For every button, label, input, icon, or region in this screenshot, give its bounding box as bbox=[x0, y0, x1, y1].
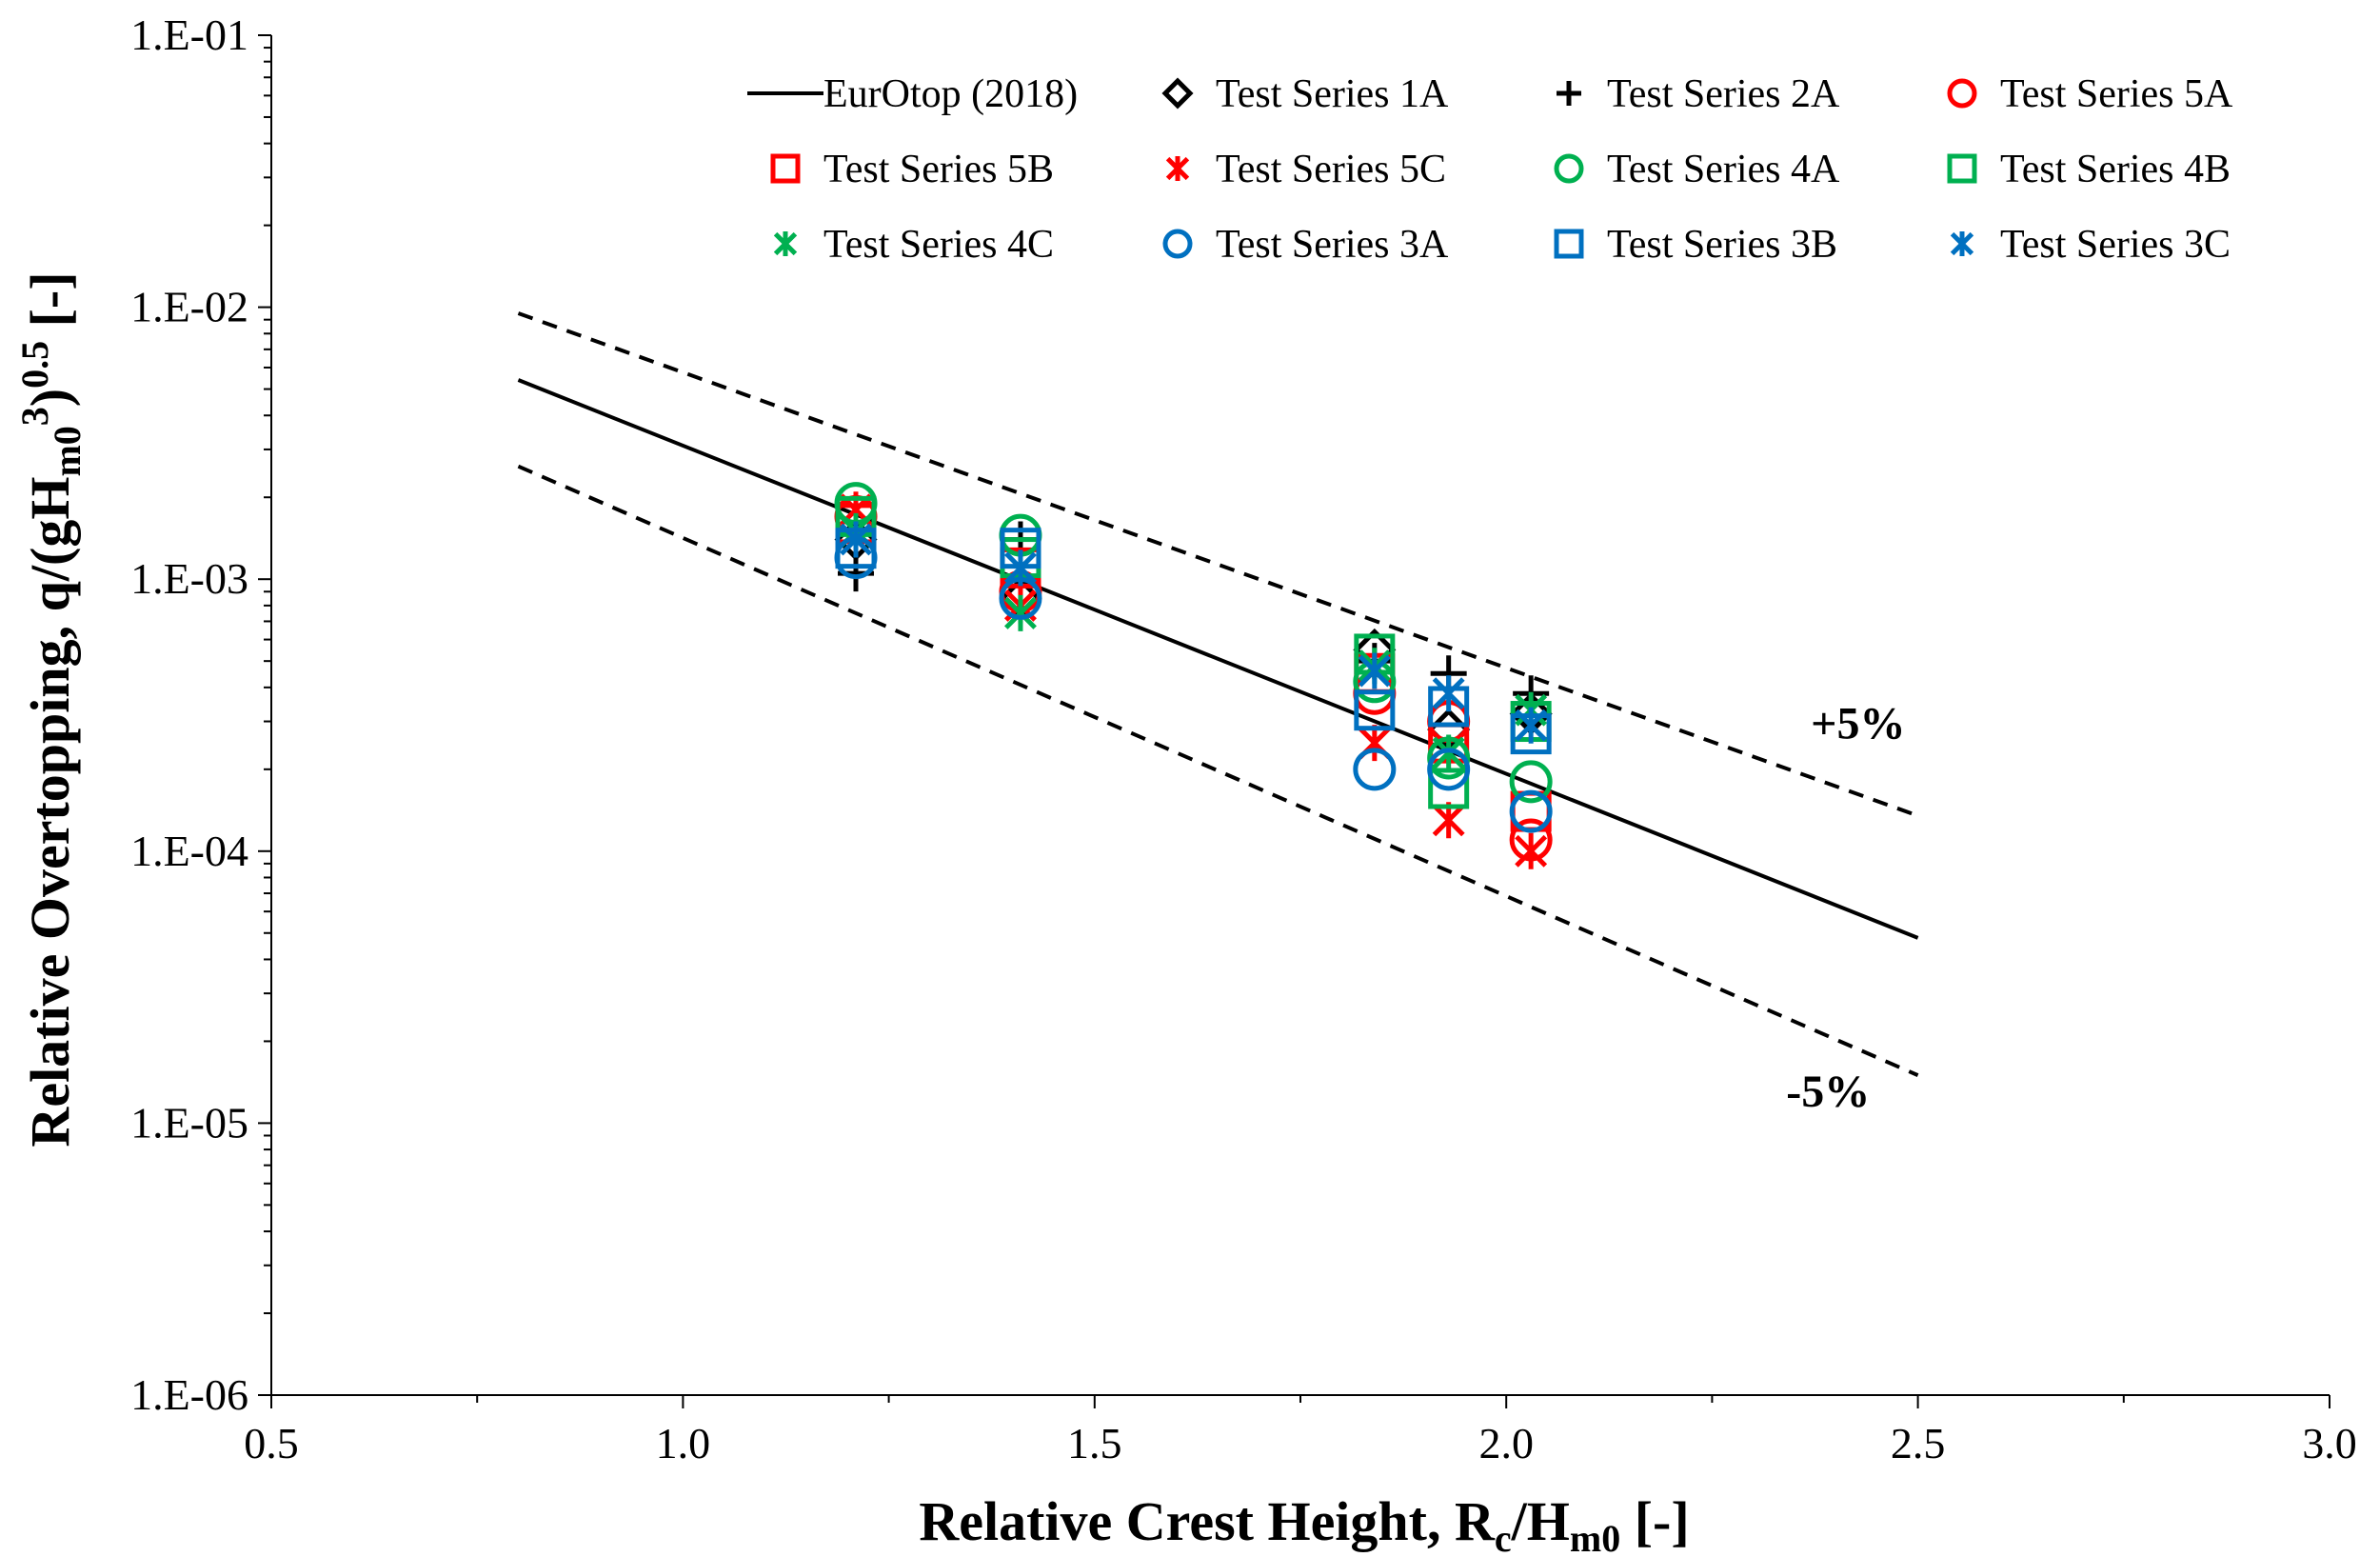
legend-swatch bbox=[1947, 153, 1977, 184]
legend-label: EurOtop (2018) bbox=[823, 72, 1078, 116]
x-tick-label: 2.5 bbox=[1891, 1419, 1946, 1467]
point-test-series-3c bbox=[1004, 549, 1037, 587]
legend: EurOtop (2018) Test Series 1A Test Series … bbox=[747, 72, 2233, 267]
point-test-series-3c bbox=[840, 521, 872, 558]
point-test-series-3a bbox=[1509, 789, 1553, 833]
legend-swatch bbox=[1161, 77, 1194, 110]
legend-label: Test Series 5C bbox=[1216, 148, 1446, 191]
y-tick-label: 1.E-01 bbox=[130, 10, 248, 59]
legend-swatch bbox=[770, 153, 801, 184]
point-test-series-3a bbox=[1427, 748, 1471, 791]
bound-line bbox=[517, 311, 1919, 818]
x-tick-label: 0.5 bbox=[244, 1419, 299, 1467]
reference-lines bbox=[517, 311, 1919, 1077]
point-test-series-3c bbox=[1432, 675, 1465, 712]
point-test-series-4c bbox=[1004, 594, 1037, 631]
legend-swatch bbox=[1165, 156, 1190, 181]
data-points bbox=[834, 482, 1553, 869]
point-test-series-3b bbox=[1354, 689, 1396, 731]
legend-label: Test Series 2A bbox=[1607, 72, 1840, 116]
x-tick-label: 1.0 bbox=[656, 1419, 711, 1467]
y-axis-title: Relative Overtopping, q/(gHm03)0.5 [-] bbox=[13, 271, 89, 1147]
legend-label: Test Series 3C bbox=[2000, 223, 2231, 267]
point-test-series-3c bbox=[1358, 652, 1391, 689]
legend-swatch bbox=[1950, 231, 1974, 256]
legend-label: Test Series 5A bbox=[2000, 72, 2233, 116]
y-tick-label: 1.E-04 bbox=[130, 827, 248, 875]
legend-swatch bbox=[773, 231, 798, 256]
line-annotation: -5% bbox=[1786, 1067, 1870, 1117]
eurotop-line bbox=[517, 378, 1919, 940]
x-tick-label: 2.0 bbox=[1478, 1419, 1534, 1467]
legend-label: Test Series 1A bbox=[1216, 72, 1449, 116]
legend-label: Test Series 4B bbox=[2000, 148, 2231, 191]
legend-label: Test Series 3A bbox=[1216, 223, 1449, 267]
point-test-series-3a bbox=[1353, 748, 1397, 791]
point-test-series-4a bbox=[1509, 760, 1553, 804]
legend-label: Test Series 3B bbox=[1607, 223, 1837, 267]
point-test-series-5c bbox=[1515, 832, 1548, 869]
x-axis-title: Relative Crest Height, Rc/Hm0 [-] bbox=[919, 1490, 1689, 1557]
line-annotation: +5% bbox=[1811, 698, 1905, 749]
legend-label: Test Series 5B bbox=[823, 148, 1054, 191]
bound-line bbox=[517, 464, 1919, 1077]
y-tick-label: 1.E-05 bbox=[130, 1098, 248, 1147]
legend-label: Test Series 4A bbox=[1607, 148, 1840, 191]
legend-swatch bbox=[1554, 153, 1584, 184]
legend-swatch bbox=[1557, 81, 1581, 106]
y-tick-label: 1.E-06 bbox=[130, 1370, 248, 1419]
point-test-series-4c bbox=[1432, 734, 1465, 771]
x-tick-label: 1.5 bbox=[1067, 1419, 1122, 1467]
legend-swatch bbox=[1947, 78, 1977, 109]
x-tick-label: 3.0 bbox=[2302, 1419, 2357, 1467]
legend-swatch bbox=[1554, 229, 1584, 259]
y-tick-label: 1.E-03 bbox=[130, 554, 248, 603]
legend-label: Test Series 4C bbox=[823, 223, 1054, 267]
axis-ticks: 0.5 1.0 1.5 2.0 2.5 3.0 1.E-06 1.E-05 1.E-04 1.E-… bbox=[130, 10, 2357, 1467]
point-test-series-3c bbox=[1515, 707, 1548, 744]
line-annotations: +5% -5% bbox=[1786, 698, 1905, 1117]
y-tick-label: 1.E-02 bbox=[130, 283, 248, 331]
legend-swatch bbox=[1162, 229, 1193, 259]
